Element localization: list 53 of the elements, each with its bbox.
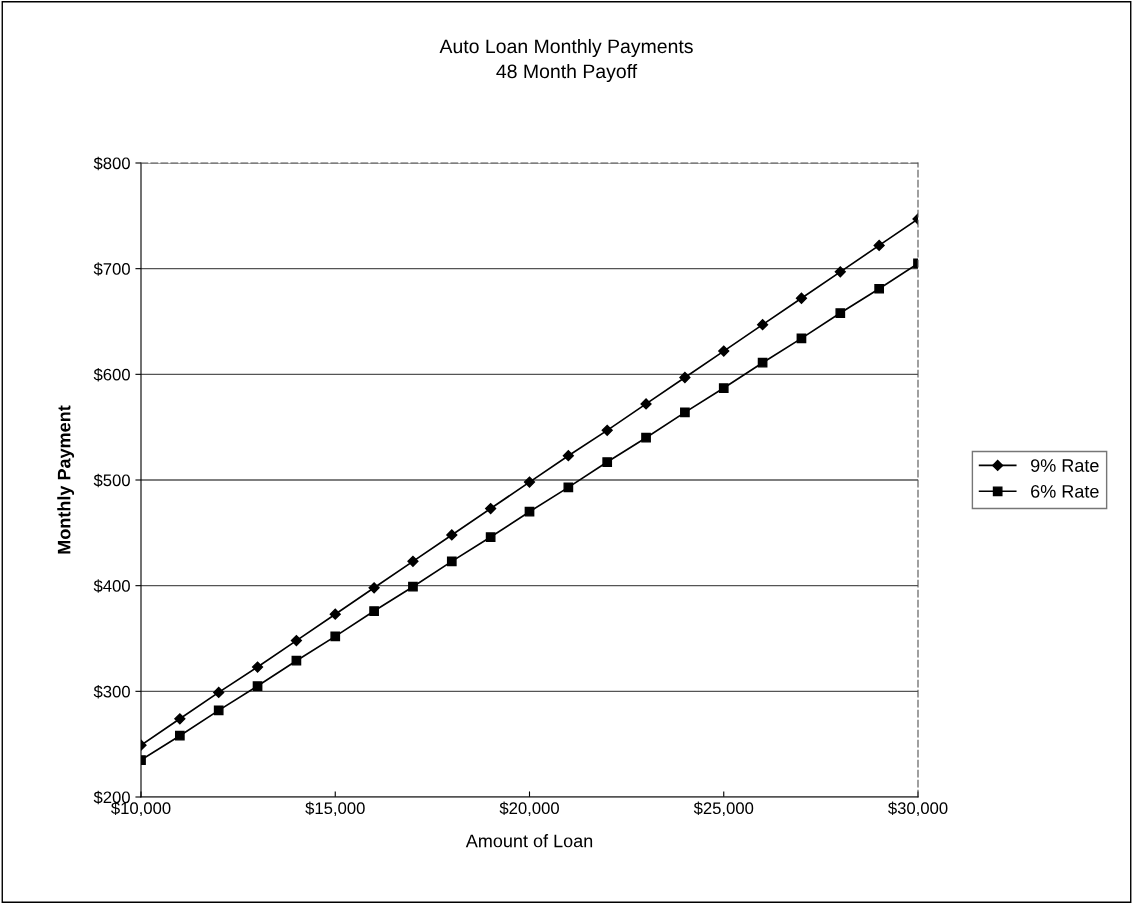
y-tick-label: $700 — [93, 262, 130, 276]
y-tick-label: $400 — [93, 579, 130, 593]
point — [485, 532, 496, 542]
legend-label: 9% Rate — [1031, 459, 1099, 472]
x-tick-label: $30,000 — [888, 801, 948, 817]
point — [329, 608, 341, 620]
point — [291, 655, 302, 666]
x-tick-label: $20,000 — [499, 801, 559, 817]
point — [680, 407, 690, 418]
point — [446, 556, 457, 567]
point — [756, 319, 769, 331]
legend-label: 6% Rate — [1031, 484, 1099, 498]
point — [407, 555, 419, 567]
x-tick-label: $15,000 — [305, 801, 365, 817]
point — [524, 506, 535, 517]
point — [290, 635, 303, 647]
point — [213, 705, 224, 716]
point — [330, 631, 341, 642]
point — [251, 661, 264, 673]
point — [368, 582, 380, 594]
point — [369, 606, 379, 616]
chart-subtitle: 48 Month Payoff — [496, 63, 638, 83]
point — [174, 713, 186, 725]
point — [640, 398, 652, 410]
x-tick-label: $25,000 — [693, 801, 754, 817]
point — [562, 450, 574, 462]
point — [641, 432, 651, 443]
chart-title: Auto Loan Monthly Payments — [439, 38, 693, 58]
point — [446, 529, 458, 541]
point — [602, 457, 613, 467]
point — [835, 308, 846, 318]
point — [834, 266, 846, 278]
point — [563, 482, 574, 493]
y-tick-label: $500 — [93, 473, 130, 488]
point — [718, 345, 730, 357]
point — [252, 681, 263, 691]
point — [213, 686, 225, 698]
y-tick-label: $800 — [93, 156, 130, 171]
y-axis-title: Monthly Payment — [57, 405, 75, 554]
point — [408, 581, 418, 592]
y-tick-label: $300 — [93, 685, 130, 699]
point — [523, 476, 536, 488]
point — [874, 283, 885, 294]
point — [718, 383, 729, 393]
point — [757, 357, 768, 368]
point — [601, 424, 613, 436]
point — [174, 730, 185, 741]
y-tick-label: $600 — [93, 368, 130, 382]
x-axis-title: Amount of Loan — [465, 834, 593, 848]
point — [679, 371, 691, 384]
point — [795, 292, 808, 304]
point — [485, 502, 497, 515]
point — [873, 239, 885, 252]
